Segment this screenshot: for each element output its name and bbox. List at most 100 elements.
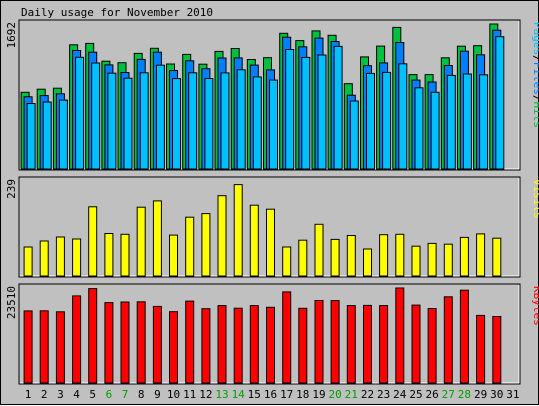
- x-tick-label: 7: [122, 388, 129, 401]
- bar-kbytes: [217, 305, 227, 384]
- bar-visits: [23, 246, 33, 277]
- bar-visits: [411, 245, 421, 277]
- panel-visits: 239 Visits: [5, 176, 539, 278]
- bar-kbytes: [249, 305, 259, 384]
- bar-visits: [88, 206, 98, 277]
- bar-pages: [107, 72, 117, 170]
- bar-visits: [330, 238, 340, 277]
- bar-visits: [427, 242, 437, 277]
- bar-pages: [42, 101, 52, 170]
- x-tick-label: 22: [361, 388, 374, 401]
- bar-visits: [379, 234, 389, 277]
- bar-kbytes: [136, 301, 146, 384]
- y-max-label: 1692: [5, 22, 18, 49]
- bar-pages: [58, 99, 68, 170]
- x-tick-label: 28: [458, 388, 471, 401]
- bar-pages: [236, 69, 246, 170]
- bar-kbytes: [266, 306, 275, 384]
- bar-visits: [443, 243, 453, 277]
- bar-pages: [269, 79, 278, 170]
- x-tick-label: 1: [25, 388, 32, 401]
- x-tick-label: 13: [215, 388, 228, 401]
- x-tick-label: 3: [57, 388, 64, 401]
- bar-kbytes: [379, 305, 389, 384]
- bar-visits: [233, 184, 243, 277]
- bar-pages: [91, 62, 101, 170]
- bar-visits: [363, 248, 372, 277]
- x-tick-label: 6: [106, 388, 113, 401]
- x-tick-label: 26: [425, 388, 438, 401]
- bar-pages: [398, 63, 408, 170]
- x-tick-label: 30: [490, 388, 503, 401]
- bar-visits: [282, 246, 292, 277]
- bar-pages: [123, 77, 133, 170]
- bar-visits: [476, 233, 486, 277]
- legend-entry: /: [531, 55, 539, 62]
- x-tick-label: 19: [312, 388, 325, 401]
- bar-pages: [495, 36, 505, 170]
- x-tick-label: 14: [232, 388, 246, 401]
- bar-kbytes: [346, 305, 356, 384]
- x-tick-label: 8: [138, 388, 145, 401]
- bar-pages: [220, 72, 230, 170]
- x-tick-label: 21: [345, 388, 358, 401]
- legend: KBytes: [531, 286, 539, 326]
- bar-pages: [446, 74, 456, 170]
- bar-kbytes: [55, 311, 65, 384]
- bar-pages: [26, 103, 36, 170]
- legend-entry: Hits: [531, 102, 539, 129]
- bar-pages: [155, 64, 165, 170]
- bar-visits: [395, 233, 405, 277]
- bar-kbytes: [476, 314, 486, 384]
- x-tick-label: 20: [328, 388, 341, 401]
- bar-kbytes: [330, 300, 340, 384]
- bar-kbytes: [314, 300, 324, 384]
- bar-visits: [104, 233, 114, 277]
- bar-pages: [301, 56, 311, 170]
- bar-visits: [346, 235, 356, 277]
- bar-visits: [39, 240, 49, 277]
- x-tick-label: 17: [280, 388, 293, 401]
- bar-visits: [185, 216, 195, 277]
- bar-kbytes: [282, 291, 292, 384]
- bar-pages: [333, 45, 343, 170]
- bar-pages: [139, 72, 149, 170]
- legend-entry: Visits: [531, 179, 539, 219]
- bar-visits: [136, 206, 146, 277]
- x-tick-label: 25: [409, 388, 422, 401]
- x-tick-label: 15: [248, 388, 261, 401]
- bar-pages: [430, 91, 440, 170]
- bar-kbytes: [152, 305, 162, 384]
- bar-visits: [120, 233, 130, 277]
- bar-kbytes: [395, 287, 405, 384]
- bar-kbytes: [492, 316, 502, 384]
- bar-kbytes: [411, 304, 421, 384]
- x-tick-label: 31: [506, 388, 519, 401]
- bar-pages: [252, 76, 262, 170]
- bar-kbytes: [201, 308, 211, 384]
- bar-kbytes: [233, 307, 243, 384]
- bar-visits: [152, 200, 162, 277]
- bar-kbytes: [120, 301, 130, 384]
- bar-pages: [204, 78, 214, 170]
- x-tick-label: 24: [393, 388, 407, 401]
- chart-title: Daily usage for November 2010: [21, 6, 213, 19]
- bar-kbytes: [72, 295, 82, 384]
- bar-kbytes: [88, 288, 98, 384]
- bar-kbytes: [427, 308, 437, 384]
- panel-kbytes: 23510 KBytes: [5, 283, 539, 385]
- bar-pages: [366, 72, 375, 170]
- bar-visits: [266, 208, 275, 277]
- x-tick-label: 23: [377, 388, 390, 401]
- bar-visits: [55, 236, 65, 277]
- x-tick-label: 2: [41, 388, 48, 401]
- x-tick-label: 12: [199, 388, 212, 401]
- legend-entry: Files: [531, 62, 539, 95]
- bar-visits: [217, 195, 227, 277]
- legend: Pages/Files/Hits: [531, 22, 539, 128]
- bar-kbytes: [104, 302, 114, 384]
- bar-kbytes: [169, 311, 178, 384]
- bar-pages: [75, 56, 85, 170]
